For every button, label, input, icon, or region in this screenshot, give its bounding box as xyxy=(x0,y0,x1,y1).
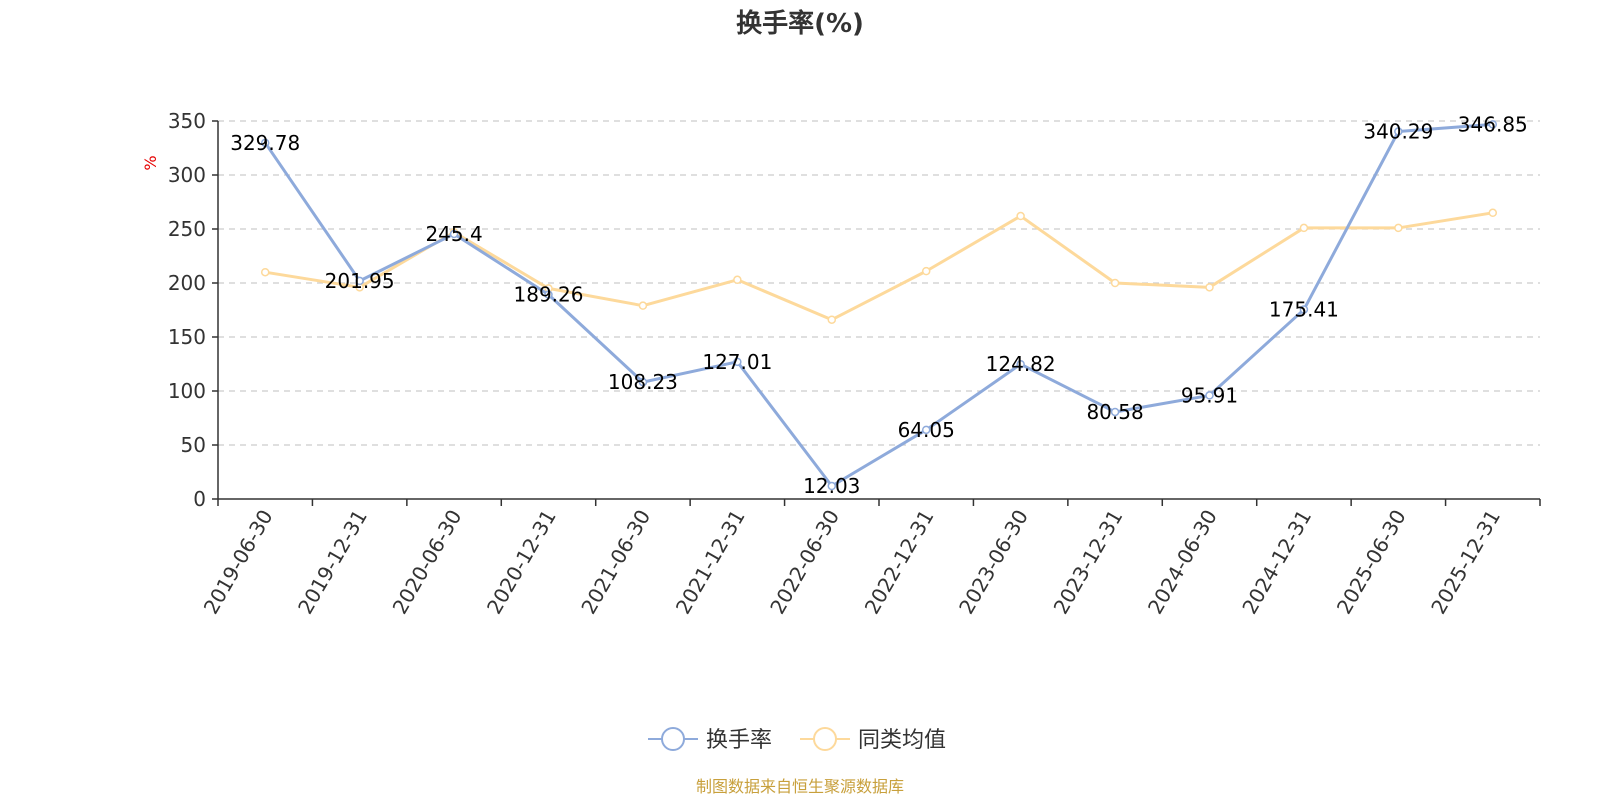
legend-label: 同类均值 xyxy=(858,728,946,753)
data-point xyxy=(1299,305,1309,314)
data-point xyxy=(1394,127,1403,136)
data-point xyxy=(1488,120,1498,129)
y-tick-label: 300 xyxy=(168,163,206,187)
data-point xyxy=(733,275,742,285)
data-point xyxy=(1110,407,1120,417)
data-label: 127.01 xyxy=(702,350,772,374)
x-tick-label: 2022-06-30 xyxy=(765,506,844,619)
x-tick-label: 2024-12-31 xyxy=(1237,506,1316,619)
data-label: 346.85 xyxy=(1458,112,1528,136)
x-tick-label: 2019-06-30 xyxy=(199,506,278,619)
x-tick-label: 2024-06-30 xyxy=(1143,506,1222,619)
data-source-note: 制图数据来自恒生聚源数据库 xyxy=(696,777,904,796)
data-label: 175.41 xyxy=(1269,298,1339,322)
series-line-peer-average xyxy=(264,211,1494,322)
grid-lines xyxy=(218,120,1540,446)
data-point xyxy=(1394,223,1403,233)
data-label: 340.29 xyxy=(1363,119,1433,143)
data-point xyxy=(260,267,270,277)
data-point xyxy=(733,357,742,367)
y-tick-label: 0 xyxy=(193,487,206,511)
data-point xyxy=(1488,208,1498,218)
series-layer xyxy=(260,120,1498,491)
x-tick-label: 2025-12-31 xyxy=(1426,506,1505,619)
data-point xyxy=(1016,211,1025,221)
data-point xyxy=(1299,223,1309,233)
x-tick-label: 2020-06-30 xyxy=(387,505,466,618)
y-tick-label: 250 xyxy=(168,217,206,241)
x-tick-label: 2025-06-30 xyxy=(1332,506,1411,619)
y-tick-label: 50 xyxy=(181,433,206,457)
legend-marker xyxy=(813,727,837,751)
data-point xyxy=(638,377,648,387)
data-label: 201.95 xyxy=(325,269,395,293)
data-point xyxy=(921,266,931,276)
y-tick-label: 100 xyxy=(168,379,206,403)
data-label: 12.03 xyxy=(803,474,860,498)
x-tick-label: 2023-06-30 xyxy=(954,506,1033,619)
data-point xyxy=(1205,283,1214,292)
data-label: 108.23 xyxy=(608,370,678,394)
x-tick-label: 2023-12-31 xyxy=(1048,506,1127,619)
y-axis-unit: % xyxy=(141,155,160,170)
data-point xyxy=(355,276,364,286)
data-label: 189.26 xyxy=(514,283,584,307)
chart-title: 换手率(%) xyxy=(736,8,864,39)
x-tick-label: 2021-06-30 xyxy=(576,506,655,619)
x-tick-label: 2020-12-31 xyxy=(482,506,561,619)
data-label: 95.91 xyxy=(1181,383,1238,407)
x-tick-label: 2022-12-31 xyxy=(860,506,939,619)
series-line-turnover xyxy=(263,122,1493,488)
data-point xyxy=(1016,359,1025,369)
y-tick-label: 150 xyxy=(168,325,206,349)
y-tick-label: 350 xyxy=(168,109,206,133)
data-labels: 329.78 201.95 245.4 189.26 108.23 127.01 12.03… xyxy=(230,112,1528,498)
legend-label: 换手率 xyxy=(706,728,772,753)
data-point xyxy=(260,138,270,148)
data-point xyxy=(544,290,553,299)
data-point xyxy=(827,481,837,491)
data-label: 245.4 xyxy=(425,222,482,246)
legend[interactable]: 换手率 同类均值 xyxy=(648,727,946,753)
data-point xyxy=(638,301,648,310)
data-label: 329.78 xyxy=(230,131,300,155)
data-point xyxy=(449,229,459,239)
legend-marker xyxy=(661,727,685,751)
legend-item-turnover[interactable]: 换手率 xyxy=(648,727,772,753)
y-axis-ticks: 0 50 100 150 200 250 300 350 xyxy=(168,109,218,511)
data-point xyxy=(827,315,837,324)
data-label: 80.58 xyxy=(1086,400,1143,424)
data-label: 124.82 xyxy=(986,352,1056,376)
y-tick-label: 200 xyxy=(168,271,206,295)
x-tick-label: 2021-12-31 xyxy=(671,506,750,619)
legend-item-peer-average[interactable]: 同类均值 xyxy=(800,727,946,753)
axes xyxy=(217,121,1540,500)
data-point xyxy=(921,425,931,435)
x-axis-ticks: 2019-06-30 2019-12-31 2020-06-30 2020-12-31… xyxy=(199,499,1541,619)
data-point xyxy=(1205,391,1214,400)
data-label: 64.05 xyxy=(898,418,955,442)
x-tick-label: 2019-12-31 xyxy=(293,506,372,619)
data-point xyxy=(1110,278,1120,288)
